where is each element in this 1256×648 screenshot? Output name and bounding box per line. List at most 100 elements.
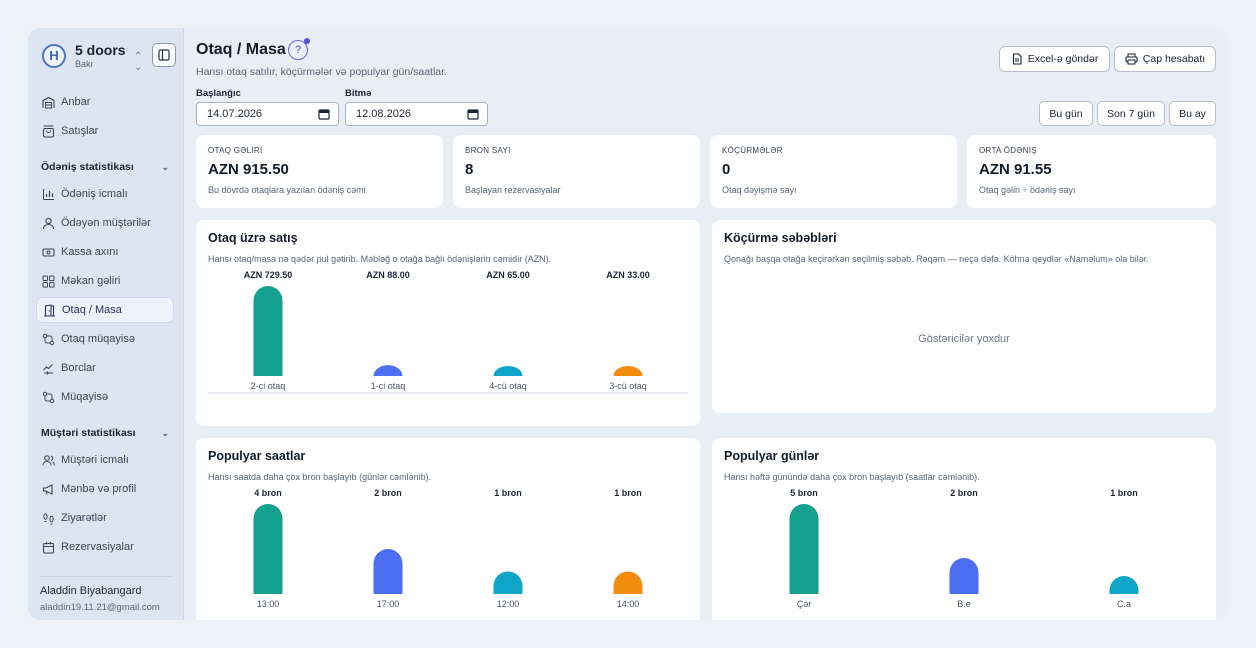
chart-bar[interactable]	[949, 558, 979, 594]
calendar-icon	[41, 540, 55, 554]
chart-bar[interactable]	[493, 571, 523, 595]
print-report-button[interactable]: Çap hesabatı	[1114, 46, 1216, 72]
sidebar-collapse-button[interactable]	[152, 43, 176, 67]
chart-bar[interactable]	[253, 286, 283, 376]
bar-value-label: 1 bron	[1110, 488, 1138, 498]
page-subtitle: Hansı otaq satılır, köçürmələr və populy…	[196, 66, 447, 78]
sidebar-item-label: Satışlar	[61, 125, 99, 137]
warehouse-icon	[41, 95, 55, 109]
card-title: Populyar günlər	[724, 449, 820, 463]
user-email: aladdin19.11.21@gmail.com	[40, 602, 160, 613]
bar-category-label: 1-ci otaq	[371, 381, 406, 391]
nav-top: Anbar Satışlar	[36, 89, 174, 147]
sidebar-item-label: Otaq / Masa	[62, 304, 122, 316]
chart-bar[interactable]	[373, 549, 403, 594]
chevron-down-icon: ⌄	[161, 427, 169, 438]
bar-value-label: 2 bron	[374, 488, 402, 498]
sidebar-item-customer-summary[interactable]: Müştəri icmalı	[36, 447, 174, 473]
stat-label: BRON SAYI	[465, 146, 511, 155]
calendar-icon[interactable]	[467, 108, 479, 120]
stat-label: OTAQ GƏLİRİ	[208, 146, 263, 155]
logo-icon: H	[42, 43, 66, 68]
button-label: Excel-ə göndər	[1027, 53, 1099, 65]
brand-name: 5 doors	[75, 42, 126, 58]
stat-value: 0	[722, 161, 731, 178]
main-content: Otaq / Masa ? Hansı otaq satılır, köçürm…	[196, 28, 1216, 620]
bar-value-label: 2 bron	[950, 488, 978, 498]
section-payment-stats[interactable]: Ödəniş statistikası ⌄	[36, 154, 174, 180]
brand[interactable]: H 5 doors Bakı	[42, 42, 126, 69]
bar-chart-icon	[41, 187, 55, 201]
sidebar-item-visits[interactable]: Ziyarətlər	[36, 505, 174, 531]
chart-bar[interactable]	[253, 504, 283, 594]
chart-bar[interactable]	[373, 365, 403, 376]
stat-card-average-payment: ORTA ÖDƏNİŞ AZN 91.55 Otaq gəliri ÷ ödən…	[967, 135, 1216, 208]
sidebar-item-room-table[interactable]: Otaq / Masa	[36, 297, 174, 323]
bar-category-label: 2-ci otaq	[251, 381, 286, 391]
range-month-button[interactable]: Bu ay	[1169, 101, 1216, 126]
room-sales-card: Otaq üzrə satış Hansı otaq/masa nə qədər…	[196, 220, 700, 426]
transfer-reasons-card: Köçürmə səbəbləri Qonağı başqa otağa keç…	[712, 220, 1216, 413]
stat-note: Otaq gəliri ÷ ödəniş sayı	[979, 185, 1076, 195]
grid-icon	[41, 274, 55, 288]
sidebar-item-source-profile[interactable]: Mənbə və profil	[36, 476, 174, 502]
stat-card-room-revenue: OTAQ GƏLİRİ AZN 915.50 Bu dövrdə otaqlar…	[196, 135, 443, 208]
sidebar-item-paying-customers[interactable]: Ödəyən müştərilər	[36, 210, 174, 236]
sidebar-item-room-compare[interactable]: Otaq müqayisə	[36, 326, 174, 352]
section-customer-stats[interactable]: Müştəri statistikası ⌄	[36, 420, 174, 446]
range-last7-button[interactable]: Son 7 gün	[1097, 101, 1165, 126]
excel-export-button[interactable]: Excel-ə göndər	[999, 46, 1110, 72]
button-label: Çap hesabatı	[1142, 53, 1206, 65]
sidebar-item-payment-summary[interactable]: Ödəniş icmalı	[36, 181, 174, 207]
bar-category-label: 3-cü otaq	[609, 381, 647, 391]
compare-icon	[41, 332, 55, 346]
user-profile[interactable]: Aladdin Biyabangard aladdin19.11.21@gmai…	[40, 576, 172, 613]
stat-label: KÖÇÜRMƏLƏR	[722, 146, 783, 155]
end-date-input[interactable]: 12.08.2026	[345, 102, 488, 126]
sidebar-item-cash-flow[interactable]: Kassa axını	[36, 239, 174, 265]
sidebar-item-anbar[interactable]: Anbar	[36, 89, 174, 115]
card-description: Hansı saatda daha çox bron başlayıb (gün…	[208, 472, 432, 482]
bar-value-label: AZN 88.00	[366, 270, 410, 280]
stat-label: ORTA ÖDƏNİŞ	[979, 146, 1037, 155]
chart-bar[interactable]	[493, 366, 523, 376]
bar-category-label: 4-cü otaq	[489, 381, 527, 391]
cash-icon	[41, 245, 55, 259]
footprints-icon	[41, 511, 55, 525]
bar-category-label: Çər	[797, 599, 812, 609]
chevron-updown-icon[interactable]: ⌃ ⌄	[134, 51, 143, 73]
start-date-input[interactable]: 14.07.2026	[196, 102, 339, 126]
sidebar-item-label: Anbar	[61, 96, 91, 108]
sidebar-item-satislar[interactable]: Satışlar	[36, 118, 174, 144]
bar-value-label: 1 bron	[494, 488, 522, 498]
file-icon	[1012, 53, 1022, 65]
stat-card-booking-count: BRON SAYI 8 Başlayan rezervasiyalar	[453, 135, 700, 208]
sidebar-item-reservations[interactable]: Rezervasiyalar	[36, 534, 174, 560]
nav-customers: Müştəri statistikası ⌄ Müştəri icmalı Mən…	[36, 420, 174, 563]
bar-value-label: 4 bron	[254, 488, 282, 498]
section-label: Müştəri statistikası	[41, 427, 136, 439]
bar-value-label: AZN 65.00	[486, 270, 530, 280]
user-name: Aladdin Biyabangard	[40, 585, 142, 597]
calendar-icon[interactable]	[318, 108, 330, 120]
start-date-label: Başlanğıc	[196, 88, 241, 99]
panel-left-icon	[158, 49, 170, 61]
sidebar-item-debts[interactable]: Borclar	[36, 355, 174, 381]
sidebar-item-label: Müştəri icmalı	[61, 454, 129, 466]
stat-note: Başlayan rezervasiyalar	[465, 185, 561, 195]
chevron-down-icon: ⌄	[161, 161, 169, 172]
sidebar-item-venue-revenue[interactable]: Məkan gəliri	[36, 268, 174, 294]
bar-value-label: 1 bron	[614, 488, 642, 498]
user-icon	[41, 216, 55, 230]
chart-bar[interactable]	[613, 366, 643, 376]
help-icon[interactable]: ?	[288, 38, 310, 60]
sidebar-item-label: Mənbə və profil	[61, 483, 137, 495]
chart-bar[interactable]	[789, 504, 819, 594]
sidebar-item-compare[interactable]: Müqayisə	[36, 384, 174, 410]
card-title: Populyar saatlar	[208, 449, 306, 463]
bar-category-label: 13:00	[257, 599, 280, 609]
popular-days-card: Populyar günlər Hansı həftə günündə daha…	[712, 438, 1216, 620]
chart-bar[interactable]	[613, 571, 643, 595]
chart-bar[interactable]	[1109, 576, 1139, 594]
range-today-button[interactable]: Bu gün	[1039, 101, 1093, 126]
